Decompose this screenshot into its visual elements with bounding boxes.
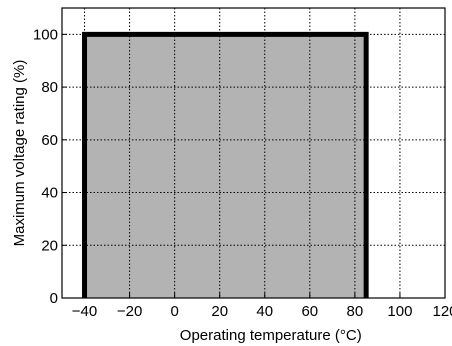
y-axis-title: Maximum voltage rating (%) [11, 60, 28, 247]
x-tick-label: 0 [170, 303, 178, 320]
x-tick-label: 100 [387, 303, 412, 320]
ticks: −40 −20 0 20 40 60 80 100 120 0 20 40 60 80 100 [33, 26, 452, 320]
shaded-region [84, 34, 367, 298]
x-tick-label: 120 [432, 303, 452, 320]
y-tick-label: 0 [50, 290, 58, 307]
y-tick-label: 40 [41, 185, 58, 202]
x-tick-label: −20 [117, 303, 142, 320]
x-tick-label: 60 [301, 303, 318, 320]
series-line [82, 31, 369, 298]
y-tick-label: 20 [41, 237, 58, 254]
x-tick-label: −40 [72, 303, 97, 320]
x-tick-label: 20 [211, 303, 228, 320]
x-tick-label: 40 [256, 303, 273, 320]
y-tick-label: 100 [33, 26, 58, 43]
plot-frame [61, 7, 446, 299]
x-tick-label: 80 [347, 303, 364, 320]
y-tick-label: 80 [41, 79, 58, 96]
plot-area-layer [62, 8, 446, 298]
x-axis-title: Operating temperature (°C) [180, 327, 362, 344]
y-tick-label: 60 [41, 132, 58, 149]
plot-frame-layer [61, 7, 446, 299]
